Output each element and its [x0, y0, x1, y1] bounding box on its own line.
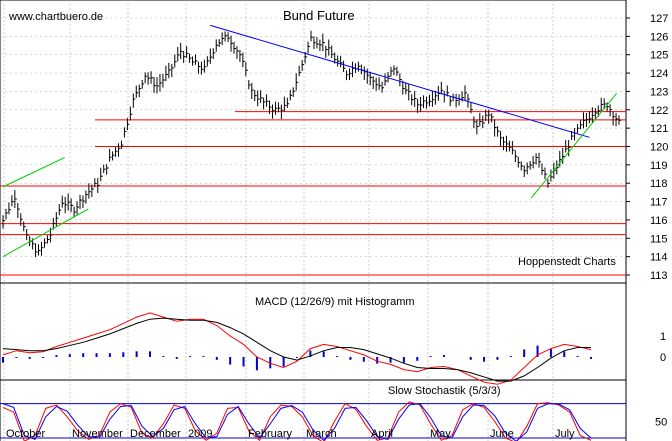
price-tick-label-1: 114 [650, 252, 668, 264]
x-label-8: June [490, 428, 514, 440]
stoch-tick-label-0: 50 [655, 417, 667, 429]
support-lines [0, 111, 626, 276]
price-tick-label-12: 125 [650, 50, 668, 62]
x-axis-labels: October November December 2009 February March… [6, 428, 575, 440]
x-label-6: April [371, 428, 393, 440]
price-tick-label-8: 121 [650, 123, 668, 135]
x-label-2: December [130, 428, 181, 440]
price-tick-label-5: 118 [650, 178, 668, 190]
macd-series-0 [2, 312, 592, 385]
macd-lines: 10 [2, 312, 666, 385]
price-y-ticks: 113 114 115 116 117 118 119 120 121 122 123 124 125 1… [626, 13, 668, 282]
stoch-series-0 [2, 401, 592, 441]
x-label-4: February [248, 428, 293, 440]
x-label-5: March [306, 428, 337, 440]
price-tick-label-9: 122 [650, 105, 668, 117]
price-tick-label-3: 116 [650, 215, 668, 227]
price-tick-label-4: 117 [650, 197, 668, 209]
price-panel-frame [0, 0, 627, 284]
x-label-0: October [6, 428, 45, 440]
trend-lines [2, 24, 618, 258]
price-tick-label-6: 119 [650, 160, 668, 172]
source-label: Hoppenstedt Charts [518, 256, 616, 268]
price-panel [0, 0, 627, 284]
macd-title: MACD (12/26/9) mit Histogramm [255, 296, 415, 308]
trend-line-3 [530, 92, 618, 199]
trend-line-0 [210, 24, 590, 138]
price-tick-label-7: 120 [650, 142, 668, 154]
grid [0, 0, 626, 441]
trend-line-1 [2, 157, 65, 188]
stoch-panel-frame [0, 379, 627, 441]
price-tick-label-0: 113 [650, 270, 668, 282]
stoch-panel [0, 379, 627, 441]
stoch-lines: 50 [0, 401, 667, 441]
x-label-7: May [430, 428, 451, 440]
price-tick-label-2: 115 [650, 233, 668, 245]
price-tick-label-14: 127 [650, 13, 668, 25]
trend-line-2 [2, 208, 89, 258]
stoch-series-1 [2, 403, 592, 441]
price-tick-label-13: 126 [650, 31, 668, 43]
price-bars [2, 30, 621, 257]
price-tick-label-10: 123 [650, 86, 668, 98]
macd-series-1 [2, 317, 591, 382]
x-label-9: July [555, 428, 575, 440]
x-label-3: 2009 [188, 428, 212, 440]
price-tick-label-11: 124 [650, 68, 668, 80]
chart-title: Bund Future [283, 8, 355, 23]
macd-tick-label-1: 0 [660, 352, 666, 364]
watermark: www.chartbuero.de [8, 11, 103, 23]
x-label-1: November [72, 428, 123, 440]
stoch-title: Slow Stochastik (5/3/3) [388, 385, 501, 397]
macd-tick-label-0: 1 [660, 331, 666, 343]
